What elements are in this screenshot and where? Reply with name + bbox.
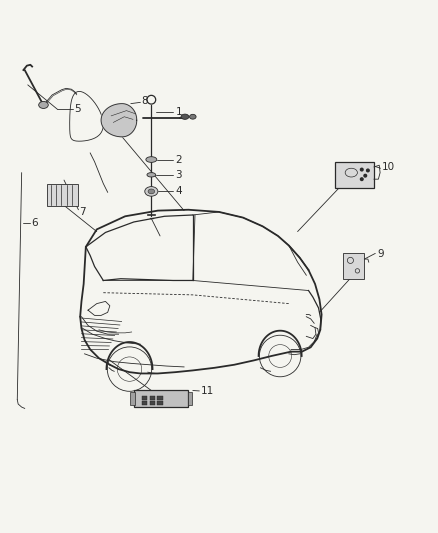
Ellipse shape (146, 157, 157, 163)
Ellipse shape (39, 101, 48, 108)
Circle shape (364, 174, 367, 177)
Bar (142, 395, 148, 400)
Bar (150, 401, 155, 405)
Text: 9: 9 (377, 249, 384, 259)
Ellipse shape (148, 189, 155, 194)
Text: 5: 5 (74, 104, 81, 114)
Text: 3: 3 (175, 170, 182, 180)
Bar (142, 401, 148, 405)
Bar (134, 391, 188, 407)
Bar (46, 183, 78, 206)
Bar (157, 395, 162, 400)
Text: 7: 7 (79, 207, 86, 217)
Text: 4: 4 (175, 187, 182, 196)
Ellipse shape (147, 173, 155, 177)
Polygon shape (101, 103, 137, 137)
Ellipse shape (145, 187, 158, 196)
Ellipse shape (190, 115, 196, 119)
Bar (343, 253, 364, 279)
Text: 11: 11 (201, 386, 214, 396)
Circle shape (360, 168, 363, 171)
Bar (187, 392, 192, 405)
Bar (335, 161, 374, 188)
Text: 2: 2 (175, 155, 182, 165)
Text: 8: 8 (141, 96, 148, 107)
Text: 10: 10 (381, 162, 395, 172)
Ellipse shape (181, 114, 189, 119)
Circle shape (360, 178, 363, 181)
Text: 6: 6 (31, 218, 38, 228)
Bar (131, 392, 135, 405)
Text: 1: 1 (175, 107, 182, 117)
Bar (157, 401, 162, 405)
Circle shape (367, 169, 369, 172)
Bar (150, 395, 155, 400)
